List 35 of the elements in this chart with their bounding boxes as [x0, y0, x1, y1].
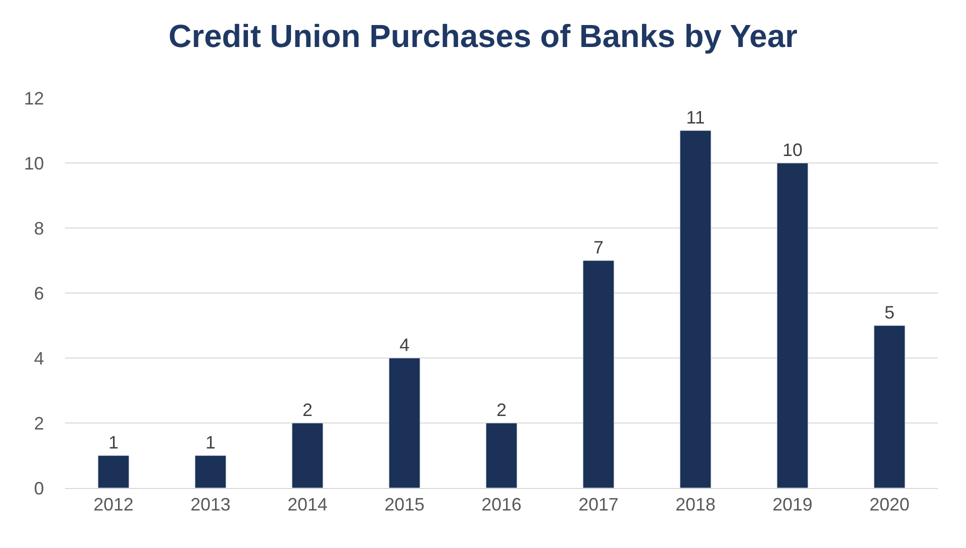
x-tick-label: 2014: [287, 494, 328, 515]
data-label: 11: [686, 108, 705, 128]
x-tick-label: 2017: [578, 494, 619, 515]
y-tick-label: 12: [24, 88, 44, 108]
data-label: 2: [496, 400, 507, 420]
bar: [194, 455, 226, 488]
x-tick-label: 2012: [93, 494, 134, 515]
bar: [98, 455, 130, 488]
y-tick-label: 4: [34, 348, 44, 368]
y-tick-label: 6: [34, 283, 44, 304]
y-tick-label: 2: [34, 413, 44, 434]
bar: [874, 325, 906, 488]
bar: [486, 422, 518, 488]
data-label: 4: [399, 335, 410, 355]
data-label: 2: [302, 400, 313, 420]
x-tick-label: 2020: [869, 494, 910, 515]
data-label: 1: [108, 432, 119, 452]
x-tick-label: 2016: [481, 494, 522, 515]
bar: [776, 162, 808, 488]
y-tick-label: 8: [34, 218, 44, 238]
bar: [582, 260, 614, 488]
y-tick-label: 0: [34, 478, 44, 498]
x-tick-label: 2013: [190, 494, 231, 515]
bar: [292, 422, 324, 488]
y-tick-label: 10: [24, 153, 44, 174]
data-label: 10: [782, 140, 803, 160]
data-label: 1: [205, 432, 216, 452]
bar: [388, 358, 420, 488]
bar: [680, 130, 712, 488]
x-tick-label: 2015: [384, 494, 425, 515]
chart-title: Credit Union Purchases of Banks by Year: [168, 18, 798, 54]
data-label: 5: [884, 302, 895, 322]
data-label: 7: [593, 238, 604, 258]
x-tick-label: 2018: [675, 494, 716, 515]
x-tick-label: 2019: [772, 494, 813, 515]
